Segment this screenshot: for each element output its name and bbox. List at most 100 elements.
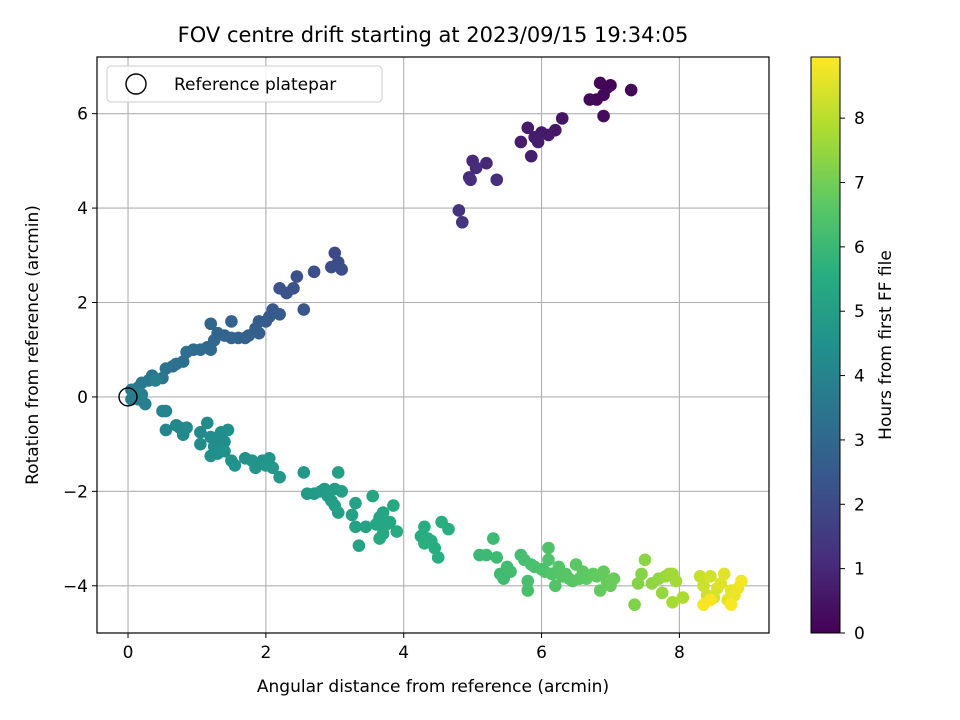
data-point-154 (542, 553, 555, 567)
colorbar-tick-label-2: 2 (854, 495, 865, 515)
data-point-175 (635, 567, 648, 581)
data-point-89 (204, 449, 218, 463)
data-point-78 (180, 421, 193, 434)
data-point-140 (490, 551, 504, 564)
data-point-74 (159, 423, 173, 437)
data-point-110 (331, 466, 345, 479)
data-point-168 (593, 584, 607, 597)
data-point-148 (521, 584, 535, 597)
data-point-66 (125, 383, 138, 397)
y-tick-label-3: 2 (77, 294, 88, 314)
colorbar-label: Hours from first FF file (876, 250, 896, 440)
data-point-101 (297, 466, 311, 479)
data-point-113 (349, 496, 362, 510)
data-point-135 (442, 522, 455, 536)
x-tick-label-3: 6 (536, 643, 547, 663)
colorbar-tick-label-0: 0 (854, 624, 865, 644)
data-point-71 (149, 374, 162, 387)
colorbar-tick-label-5: 5 (854, 302, 865, 322)
y-tick-label-4: 4 (77, 199, 88, 219)
data-point-33 (287, 282, 300, 295)
colorbar-gradient (810, 56, 841, 634)
data-point-100 (273, 470, 286, 484)
data-point-193 (717, 567, 731, 581)
data-point-138 (480, 548, 493, 562)
data-point-172 (607, 572, 621, 586)
legend-open-circle-marker (125, 73, 147, 95)
colorbar-tick-label-7: 7 (854, 173, 865, 193)
colorbar-tick-label-8: 8 (854, 109, 865, 129)
data-point-144 (504, 565, 517, 578)
data-point-156 (549, 579, 562, 593)
y-axis-label: Rotation from reference (arcmin) (23, 205, 43, 485)
y-tick-label-2: 0 (77, 388, 88, 408)
data-point-8 (555, 112, 569, 125)
data-point-2 (604, 79, 617, 92)
data-point-28 (325, 260, 338, 274)
colorbar-tick-label-1: 1 (854, 560, 865, 580)
x-tick-label-0: 0 (123, 643, 134, 663)
data-point-39 (259, 315, 273, 328)
data-point-80 (200, 416, 214, 430)
x-tick-label-4: 8 (674, 643, 685, 663)
data-point-52 (204, 343, 218, 357)
data-point-176 (638, 553, 652, 567)
data-point-12 (521, 121, 535, 135)
data-point-123 (383, 515, 397, 529)
data-point-86 (218, 435, 231, 449)
data-point-90 (218, 444, 231, 458)
data-point-23 (452, 204, 466, 217)
data-point-73 (159, 404, 173, 418)
legend-entry-reference-platepar: Reference platepar (174, 75, 336, 95)
grid-lines (97, 57, 769, 633)
chart-title: FOV centre drift starting at 2023/09/15 … (178, 23, 689, 47)
data-point-173 (628, 598, 641, 611)
data-point-185 (676, 591, 690, 604)
data-point-16 (524, 149, 538, 163)
data-point-99 (266, 461, 280, 475)
data-point-112 (331, 506, 345, 519)
data-point-129 (418, 520, 431, 534)
data-point-189 (704, 570, 717, 583)
colorbar-ticks: 0 1 2 3 4 5 6 7 8 (840, 109, 865, 644)
data-point-14 (514, 135, 528, 149)
data-point-147 (521, 574, 535, 588)
legend: Reference platepar (106, 65, 383, 103)
y-tick-label-0: −4 (63, 577, 88, 597)
y-axis-ticks: −4 −2 0 2 4 6 (63, 105, 97, 597)
data-point-19 (469, 161, 483, 175)
data-point-179 (655, 586, 669, 600)
data-point-11 (542, 128, 555, 142)
x-tick-label-2: 4 (398, 643, 409, 663)
plot-frame (96, 56, 770, 634)
x-axis-label: Angular distance from reference (arcmin) (257, 677, 609, 697)
data-point-118 (366, 489, 379, 503)
data-point-200 (704, 593, 717, 607)
data-point-21 (464, 173, 477, 187)
data-point-114 (345, 508, 359, 522)
colorbar: 0 1 2 3 4 5 6 7 8 Hours from first FF file (810, 56, 896, 644)
data-point-79 (194, 426, 207, 439)
data-point-184 (666, 596, 679, 609)
data-point-116 (359, 520, 373, 534)
data-point-127 (390, 525, 404, 538)
y-tick-label-5: 6 (77, 105, 88, 125)
data-point-30 (290, 270, 304, 283)
data-point-133 (431, 551, 445, 564)
data-point-81 (194, 437, 207, 451)
data-point-15 (531, 135, 545, 149)
colorbar-tick-label-6: 6 (854, 238, 865, 258)
scatter-points (125, 76, 748, 611)
data-point-201 (724, 598, 738, 611)
data-point-120 (376, 506, 390, 519)
colorbar-tick-label-3: 3 (854, 431, 865, 451)
x-axis-ticks: 0 2 4 6 8 (123, 633, 685, 663)
data-point-87 (221, 423, 235, 437)
data-point-41 (252, 326, 266, 340)
data-point-3 (624, 83, 638, 97)
data-point-117 (352, 539, 366, 552)
data-point-136 (418, 536, 431, 550)
data-point-5 (597, 88, 610, 102)
data-point-7 (597, 109, 610, 123)
